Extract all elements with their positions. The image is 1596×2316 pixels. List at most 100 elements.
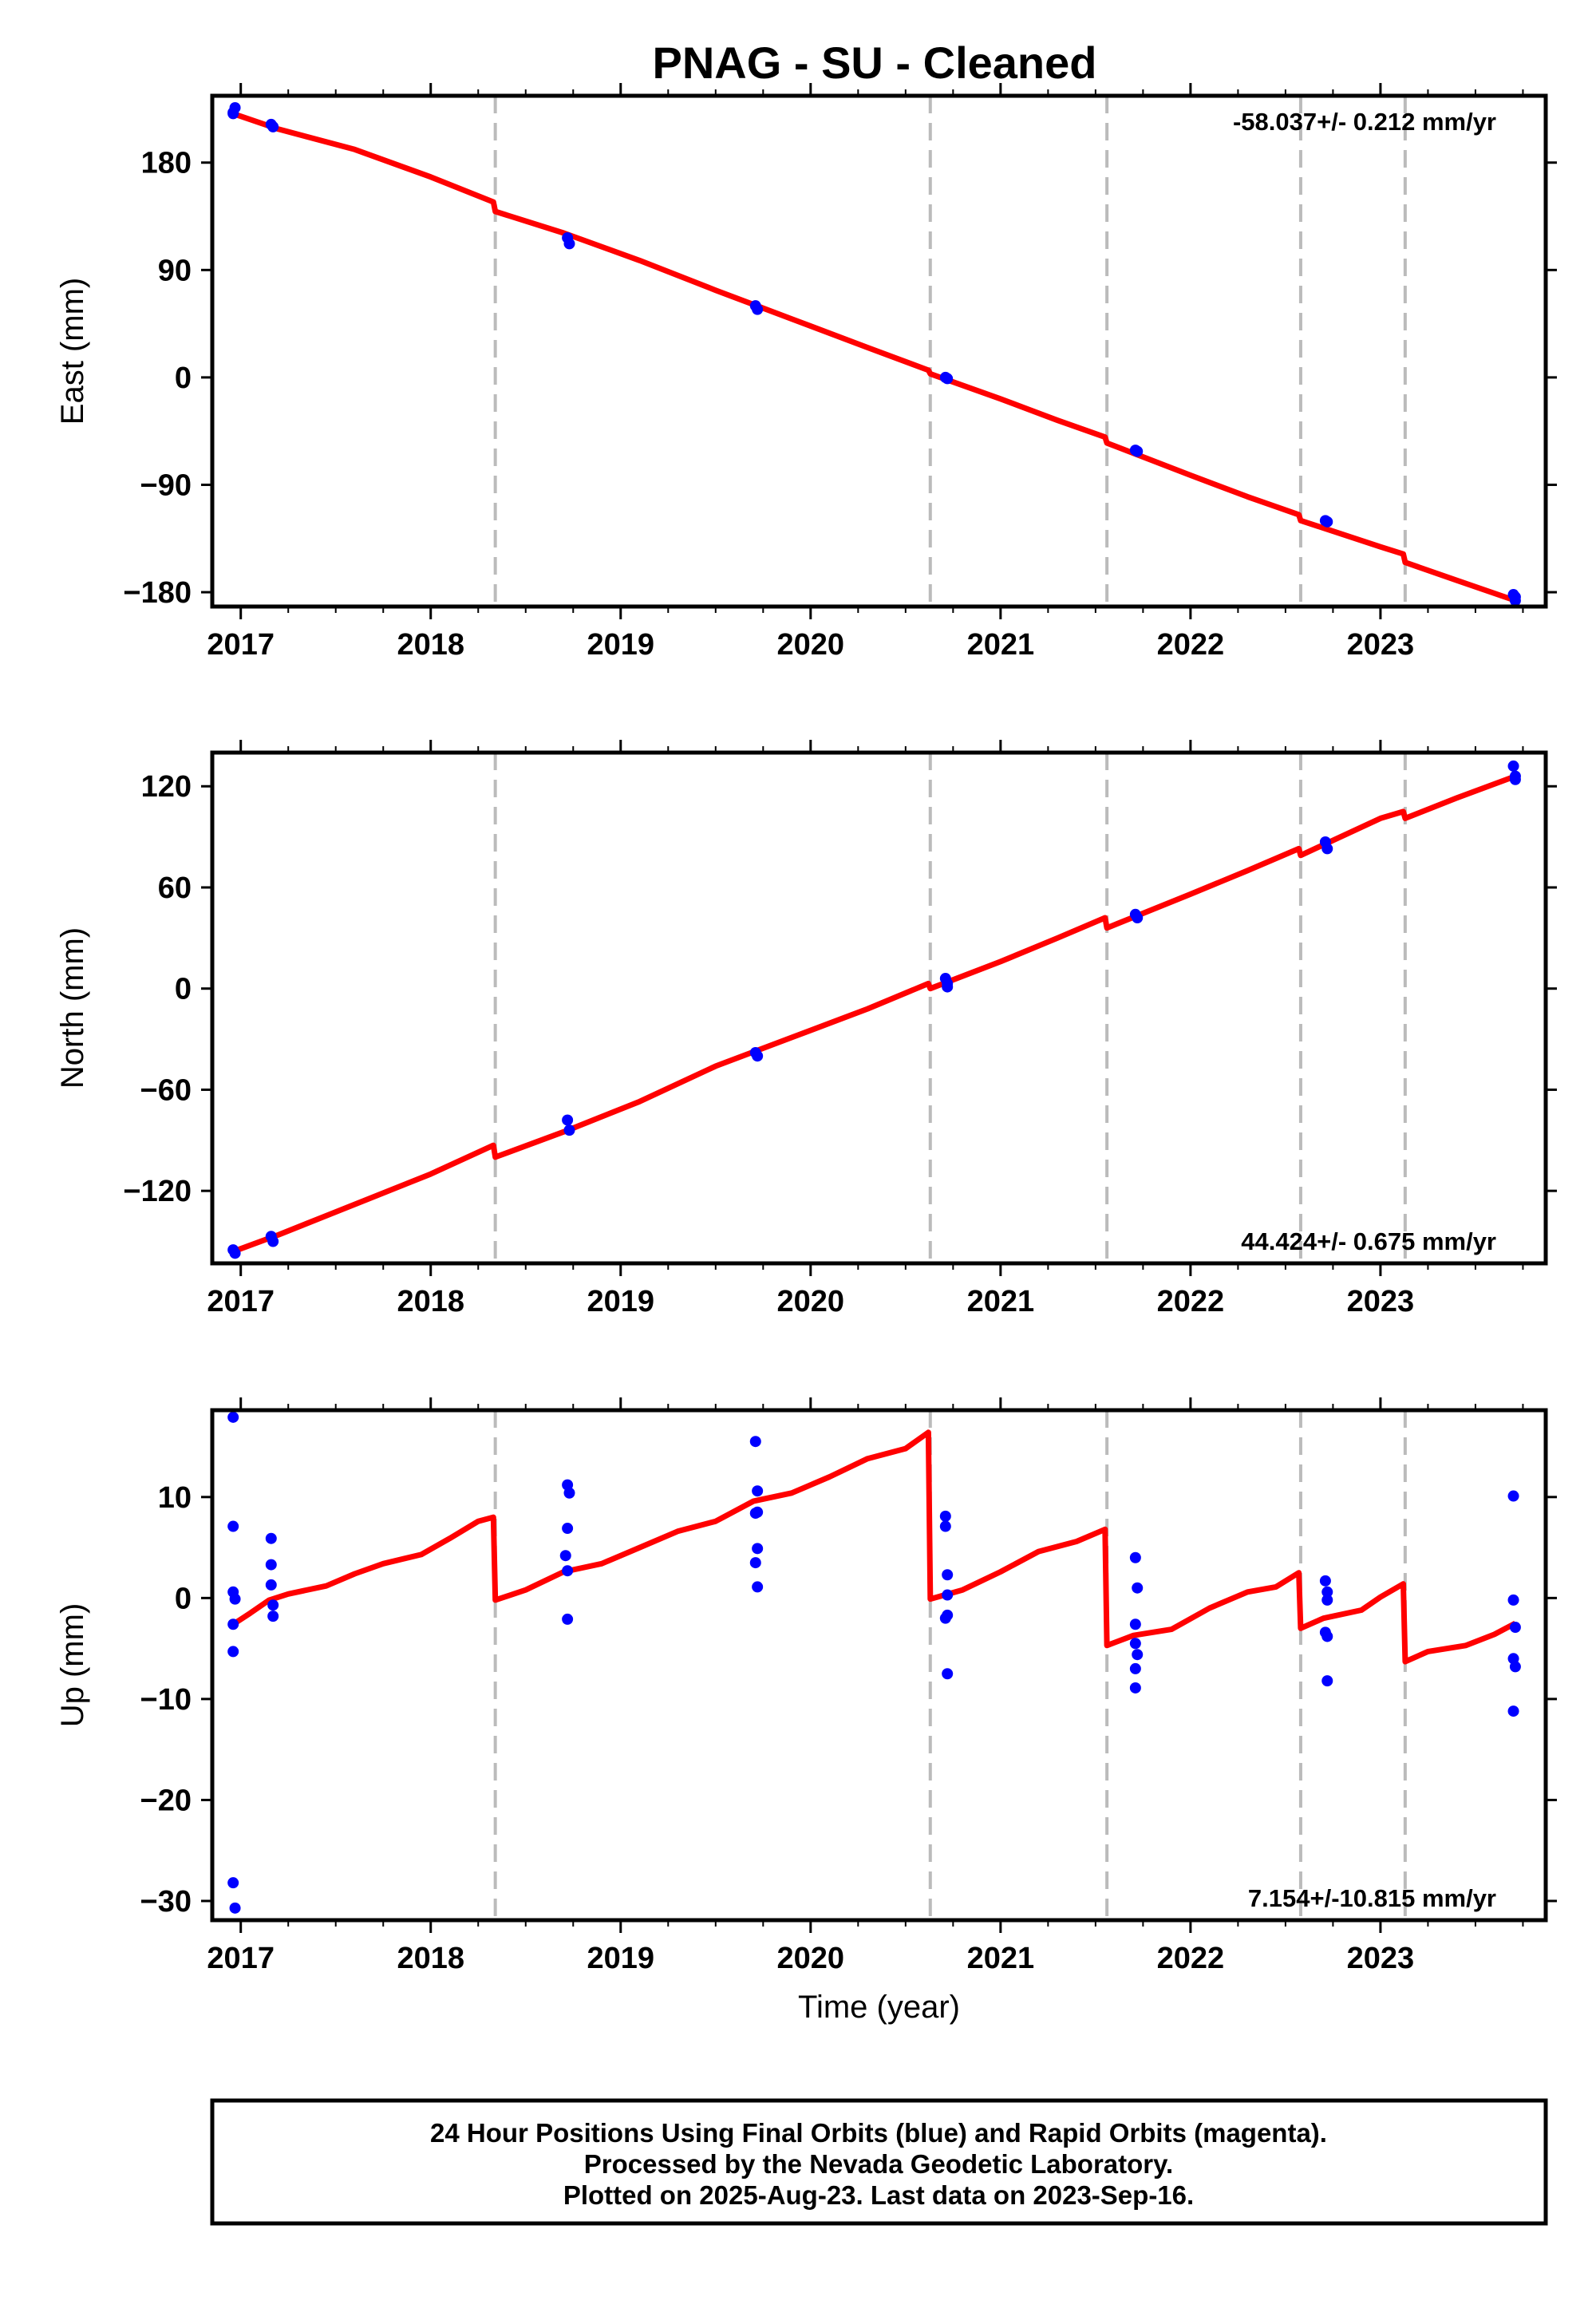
data-point [227,1646,239,1658]
data-point [1132,445,1144,457]
model-line [231,1429,1517,1665]
x-tick-label: 2023 [1347,1285,1415,1318]
figure-title: PNAG - SU - Cleaned [653,38,1097,88]
data-point [227,1618,239,1630]
y-tick-label: 60 [158,871,192,905]
data-point [749,1557,761,1569]
data-point [939,1510,951,1522]
data-point [563,1487,575,1499]
x-tick-label: 2017 [207,1942,275,1975]
plot-frame [210,1408,1548,1923]
data-point [749,1436,761,1448]
footer-line-3: Plotted on 2025-Aug-23. Last data on 202… [563,2180,1194,2210]
data-point [1321,843,1333,855]
x-tick-label: 2021 [967,1942,1035,1975]
y-tick-label: −20 [140,1784,192,1817]
data-point [227,1520,239,1532]
data-point [942,1589,954,1601]
data-point [1132,1582,1144,1594]
y-tick-label: 10 [158,1481,192,1515]
x-tick-label: 2022 [1157,1285,1225,1318]
footer-frame [210,2098,1548,2226]
panel-3: 10 0 −10 −20 −30 2017 2018 2019 2020 2021 2022 2023… [55,1397,1557,2025]
x-tick-label: 2018 [397,628,464,662]
data-point [1129,1551,1141,1563]
data-point [1129,1682,1141,1694]
data-point [229,1902,241,1914]
footer-box: 24 Hour Positions Using Final Orbits (bl… [210,2098,1548,2226]
data-point [939,1612,951,1624]
data-point [1509,591,1521,603]
y-tick-label: −180 [123,576,192,610]
data-point [1507,1594,1519,1606]
data-point [562,1565,574,1577]
plot-frame [210,93,1548,609]
x-tick-label: 2019 [587,628,655,662]
y-tick-label: −120 [123,1175,192,1208]
y-axis-label: East (mm) [55,278,90,425]
data-point [1507,1705,1519,1717]
y-tick-label: 0 [175,1582,192,1615]
data-point [752,303,764,315]
data-point [1509,773,1521,785]
x-tick-label: 2021 [967,1285,1035,1318]
data-point [265,1579,277,1591]
data-point [752,1506,764,1518]
data-point [942,981,954,993]
rate-annotation: 44.424+/- 0.675 mm/yr [1241,1227,1496,1255]
data-point [267,121,279,132]
y-tick-label: −30 [140,1885,192,1919]
data-point [1507,760,1519,772]
data-point [939,1520,951,1532]
data-point [563,1124,575,1136]
data-point [1129,1638,1141,1650]
y-tick-label: 90 [158,254,192,287]
data-point [1507,1490,1519,1502]
data-point [1321,516,1333,528]
rate-annotation: 7.154+/-10.815 mm/yr [1248,1884,1496,1912]
data-point [1129,1618,1141,1630]
y-tick-label: −10 [140,1683,192,1717]
y-tick-label: −60 [140,1073,192,1107]
x-tick-label: 2020 [777,1942,845,1975]
footer-line-1: 24 Hour Positions Using Final Orbits (bl… [430,2118,1327,2148]
data-point [559,1550,571,1562]
model-line [231,773,1517,1255]
data-point [265,1532,277,1544]
footer-line-2: Processed by the Nevada Geodetic Laborat… [584,2149,1173,2179]
data-point [1321,1586,1333,1598]
x-tick-label: 2022 [1157,628,1225,662]
data-point [227,1411,239,1423]
data-point [1509,1661,1521,1673]
x-tick-label: 2021 [967,628,1035,662]
data-point [942,373,954,385]
data-point [562,1114,574,1126]
x-tick-label: 2017 [207,628,275,662]
panel-2: 120 60 0 −60 −120 2017 2018 2019 2020 2021 2022 202… [55,740,1557,1318]
data-point [1321,1594,1333,1606]
y-axis-label: Up (mm) [55,1603,90,1728]
x-tick-label: 2017 [207,1285,275,1318]
data-point [752,1485,764,1497]
x-tick-label: 2018 [397,1285,464,1318]
rate-annotation: -58.037+/- 0.212 mm/yr [1233,108,1496,136]
plot-frame [210,750,1548,1266]
x-tick-label: 2019 [587,1942,655,1975]
data-point [752,1050,764,1062]
y-tick-label: 0 [175,362,192,395]
data-point [1321,1675,1333,1687]
data-point [752,1581,764,1593]
y-tick-label: −90 [140,468,192,502]
model-line [232,111,1517,603]
data-point [267,1235,279,1247]
data-point [563,238,575,250]
data-point [752,1543,764,1555]
data-point [562,1523,574,1535]
data-point [1132,911,1144,923]
y-axis-label: North (mm) [55,927,90,1089]
y-tick-label: 180 [141,147,192,180]
x-tick-label: 2019 [587,1285,655,1318]
y-tick-label: 120 [141,770,192,804]
data-point [1129,1662,1141,1674]
